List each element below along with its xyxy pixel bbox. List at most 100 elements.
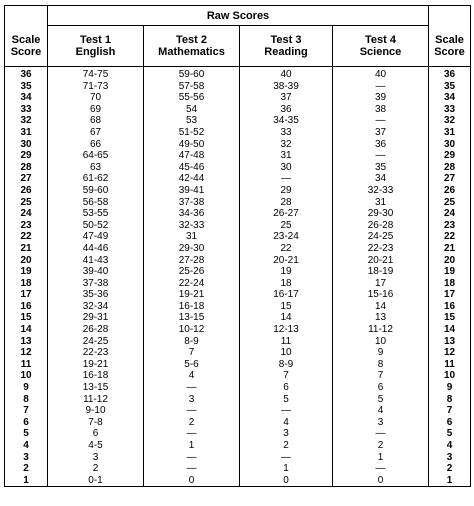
scale-score-left-cell: 17 <box>4 289 48 301</box>
mathematics-raw-cell: 8-9 <box>143 335 240 348</box>
scale-score-left-cell: 28 <box>4 161 48 174</box>
english-raw-cell: 2 <box>47 463 144 475</box>
science-raw-cell: 15-16 <box>367 289 394 301</box>
scale-score-right-cell: 34 <box>428 92 471 104</box>
scale-score-left-cell: 26 <box>4 184 48 197</box>
table-row: 25 56-58 37-38 28 31 25 <box>4 196 471 209</box>
english-raw-cell: 3 <box>47 451 144 464</box>
scale-score-right-cell: 26 <box>428 184 471 197</box>
reading-raw-cell: 30 <box>239 161 333 174</box>
table-row: 36 74-75 59-60 40 40 36 <box>4 66 471 81</box>
english-raw-cell: 29-31 <box>47 312 144 325</box>
science-raw-cell: 18-19 <box>367 266 394 278</box>
scale-score-right-cell: 1 <box>428 474 471 487</box>
scale-score-left-cell: 20 <box>4 254 48 267</box>
mathematics-raw-cell: — <box>143 405 240 417</box>
reading-raw-cell: 28 <box>239 196 333 209</box>
science-raw-cell: — <box>375 428 386 440</box>
science-raw-cell: 40 <box>374 69 387 80</box>
english-raw-cell: 6 <box>47 428 144 440</box>
scale-score-right-cell: 12 <box>428 347 471 359</box>
scale-score-right-cell: 33 <box>428 103 471 116</box>
scale-score-left-cell: 32 <box>4 115 48 127</box>
english-raw-cell: 71-73 <box>47 80 144 93</box>
english-raw-cell: 26-28 <box>47 324 144 336</box>
scale-score-left-cell: 36 <box>4 66 48 81</box>
table-row: 18 37-38 22-24 18 17 18 <box>4 277 471 290</box>
reading-raw-cell: 15 <box>239 300 333 313</box>
table-row: 17 35-36 19-21 16-17 15-16 17 <box>4 289 471 301</box>
mathematics-raw-cell: 54 <box>143 103 240 116</box>
scale-score-right-cell: 16 <box>428 300 471 313</box>
reading-raw-cell: 4 <box>239 416 333 429</box>
test-reading-name: Reading <box>264 46 308 58</box>
english-raw-cell: 22-23 <box>47 347 144 359</box>
scale-score-left-cell: 10 <box>4 370 48 383</box>
reading-raw-cell: 1 <box>239 463 333 475</box>
reading-raw-cell: — <box>239 451 333 464</box>
reading-raw-cell: 26-27 <box>239 208 333 220</box>
scale-score-header-left: Scale Score <box>4 25 48 67</box>
scale-score-left-cell: 8 <box>4 393 48 406</box>
scale-score-left-line2: Score <box>10 45 42 58</box>
mathematics-raw-cell: 31 <box>143 231 240 243</box>
scale-score-right-cell: 17 <box>428 289 471 301</box>
scale-score-left-cell: 27 <box>4 173 48 185</box>
table-row: 10 16-18 4 7 7 10 <box>4 370 471 383</box>
table-row: 20 41-43 27-28 20-21 20-21 20 <box>4 254 471 267</box>
science-raw-cell: 1 <box>377 451 384 463</box>
scale-score-right-cell: 23 <box>428 219 471 232</box>
english-raw-cell: 13-15 <box>47 382 144 394</box>
science-raw-cell: 37 <box>374 126 387 138</box>
mathematics-raw-cell: 39-41 <box>143 184 240 197</box>
scale-score-right-cell: 18 <box>428 277 471 290</box>
table-row: 19 39-40 25-26 19 18-19 19 <box>4 266 471 278</box>
science-raw-cell: 26-28 <box>367 219 394 231</box>
scale-score-left-cell: 23 <box>4 219 48 232</box>
table-row: 31 67 51-52 33 37 31 <box>4 126 471 139</box>
table-body: 36 74-75 59-60 40 40 36 35 71-73 57-58 38-39—35 34… <box>4 66 471 487</box>
mathematics-raw-cell: — <box>143 451 240 464</box>
science-raw-cell: 20-21 <box>367 254 394 266</box>
table-row: 13 24-25 8-9 11 10 13 <box>4 335 471 348</box>
mathematics-raw-cell: 59-60 <box>143 66 240 81</box>
reading-raw-cell: 25 <box>239 219 333 232</box>
scale-score-right-cell: 9 <box>428 382 471 394</box>
science-raw-cell: — <box>375 150 386 162</box>
science-raw-cell: 39 <box>374 92 387 104</box>
table-row: 24 53-55 34-36 26-27 29-30 24 <box>4 208 471 220</box>
table-row: 14 26-28 10-12 12-13 11-12 14 <box>4 324 471 336</box>
science-raw-cell: 9 <box>377 347 384 359</box>
mathematics-raw-cell: 55-56 <box>143 92 240 104</box>
scale-score-right-line1: Scale <box>435 33 464 46</box>
reading-raw-cell: 7 <box>239 370 333 383</box>
reading-raw-cell: 5 <box>239 393 333 406</box>
reading-raw-cell: 11 <box>239 335 333 348</box>
score-conversion-table-container: Raw Scores Scale Score Test 1 English Te… <box>4 5 471 501</box>
mathematics-raw-cell: 42-44 <box>143 173 240 185</box>
scale-score-right-cell: 36 <box>428 66 471 81</box>
science-raw-cell: 11-12 <box>368 324 393 336</box>
english-raw-cell: 16-18 <box>47 370 144 383</box>
reading-raw-cell: 0 <box>239 474 333 487</box>
table-row: 11 19-21 5-6 8-9 8 11 <box>4 358 471 371</box>
scale-score-left-cell: 7 <box>4 405 48 417</box>
science-raw-cell: — <box>375 80 386 92</box>
scale-score-left-cell: 21 <box>4 242 48 255</box>
table-row: 32 68 53 34-35—32 <box>4 115 471 127</box>
english-raw-cell: 67 <box>47 126 144 139</box>
reading-raw-cell: 12-13 <box>239 324 333 336</box>
english-raw-cell: 61-62 <box>47 173 144 185</box>
test-science-name: Science <box>359 46 402 58</box>
table-row: 12 22-23 7 10 9 12 <box>4 347 471 359</box>
english-raw-cell: 37-38 <box>47 277 144 290</box>
scale-score-right-cell: 30 <box>428 138 471 151</box>
science-raw-cell: — <box>375 115 386 127</box>
reading-raw-cell: 23-24 <box>239 231 333 243</box>
table-row: 35 71-73 57-58 38-39—35 <box>4 80 471 93</box>
reading-raw-cell: 20-21 <box>239 254 333 267</box>
table-row: 6 7-8 2 4 3 6 <box>4 416 471 429</box>
table-row: 3 3— —1 3 <box>4 451 471 464</box>
english-raw-cell: 47-49 <box>47 231 144 243</box>
scale-score-right-cell: 28 <box>428 161 471 174</box>
